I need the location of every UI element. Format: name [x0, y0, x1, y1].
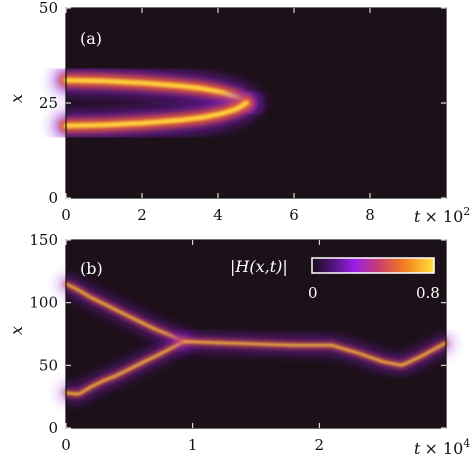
panel-b-xlabel: t × 104: [414, 437, 470, 458]
panel-a: 0 2 4 6 8 0 25 50 (a) x t × 102: [7, 0, 470, 226]
colorbar-min-label: 0: [308, 284, 318, 302]
panel-b-frame: [65, 239, 447, 429]
panel-a-ylabel: x: [7, 94, 26, 103]
xtick-label-3: 6: [289, 206, 299, 224]
ytick-label-2: 100: [29, 294, 58, 312]
ridge-2-layer-2: [182, 340, 447, 367]
ytick-label-1: 25: [39, 94, 58, 112]
colorbar-gradient: [311, 257, 435, 274]
panel-b: 0 1 2 0 50 100 150 (b) x t × 104 |H(x,t)| 0 0.8: [7, 231, 470, 458]
xtick-label-2: 2: [315, 436, 325, 454]
ridge-1-layer-2: [63, 100, 249, 129]
colorbar-label: |H(x,t)|: [230, 257, 288, 276]
xtick-label-4: 8: [365, 206, 375, 224]
panel-a-xlabel: t × 102: [414, 205, 470, 226]
panel-a-ridges: [53, 67, 459, 139]
ytick-label-0: 0: [48, 189, 58, 207]
panel-b-ticks: 0 1 2 0 50 100 150: [29, 231, 446, 454]
panel-b-label: (b): [80, 259, 103, 278]
ridge-0-layer-2: [65, 282, 185, 343]
ytick-label-2: 50: [39, 0, 58, 17]
ytick-label-1: 50: [39, 356, 58, 374]
colorbar-max-label: 0.8: [416, 284, 440, 302]
panel-a-ticks: 0 2 4 6 8 0 25 50: [39, 0, 446, 224]
ytick-label-3: 150: [29, 231, 58, 249]
ytick-label-0: 0: [48, 419, 58, 437]
xtick-label-2: 4: [213, 206, 223, 224]
colorbar: |H(x,t)| 0 0.8: [230, 257, 440, 302]
panel-a-label: (a): [80, 29, 102, 48]
xtick-label-0: 0: [61, 436, 71, 454]
panel-b-ridges: [60, 277, 452, 401]
xtick-label-0: 0: [61, 206, 71, 224]
panel-b-ylabel: x: [7, 326, 26, 335]
ridge-1-layer-2: [65, 340, 185, 396]
xtick-label-1: 2: [137, 206, 147, 224]
xtick-label-1: 1: [188, 436, 198, 454]
